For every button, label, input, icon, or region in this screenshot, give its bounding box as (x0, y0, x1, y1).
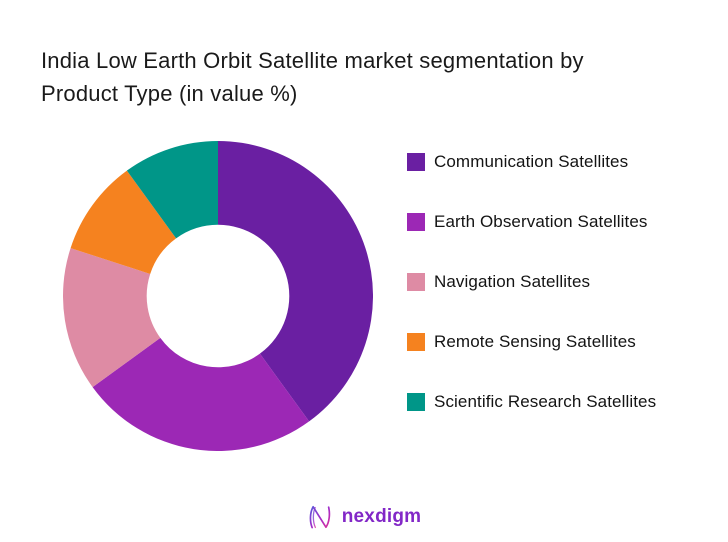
donut-segment-1 (92, 337, 310, 451)
legend-item-communication: Communication Satellites (407, 152, 656, 171)
donut-chart (63, 141, 373, 451)
chart-title-line1: India Low Earth Orbit Satellite market s… (41, 48, 584, 73)
legend-item-navigation: Navigation Satellites (407, 272, 656, 291)
legend-swatch-remote-sensing (407, 333, 425, 351)
legend-label-remote-sensing: Remote Sensing Satellites (434, 332, 636, 351)
chart-legend: Communication Satellites Earth Observati… (407, 152, 657, 411)
donut-segment-3 (70, 170, 177, 274)
legend-item-earth-observation: Earth Observation Satellites (407, 212, 656, 231)
legend-item-scientific-research: Scientific Research Satellites (407, 392, 657, 411)
chart-title: India Low Earth Orbit Satellite market s… (41, 44, 584, 110)
legend-label-earth-observation: Earth Observation Satellites (434, 212, 648, 231)
donut-chart-svg (63, 141, 373, 451)
legend-swatch-communication (407, 153, 425, 171)
nexdigm-wave-n-icon (309, 505, 331, 529)
brand-footer: nexdigm (307, 502, 422, 532)
legend-label-communication: Communication Satellites (434, 152, 629, 171)
legend-swatch-earth-observation (407, 213, 425, 231)
donut-segment-4 (126, 141, 218, 239)
brand-name: nexdigm (341, 506, 422, 527)
legend-label-navigation: Navigation Satellites (434, 272, 591, 291)
donut-segment-0 (218, 141, 373, 422)
legend-swatch-navigation (407, 273, 425, 291)
legend-label-scientific-research: Scientific Research Satellites (434, 392, 657, 411)
legend-swatch-scientific-research (407, 393, 425, 411)
legend-item-remote-sensing: Remote Sensing Satellites (407, 332, 656, 351)
donut-segment-2 (63, 248, 161, 388)
chart-title-line2: Product Type (in value %) (41, 81, 298, 106)
